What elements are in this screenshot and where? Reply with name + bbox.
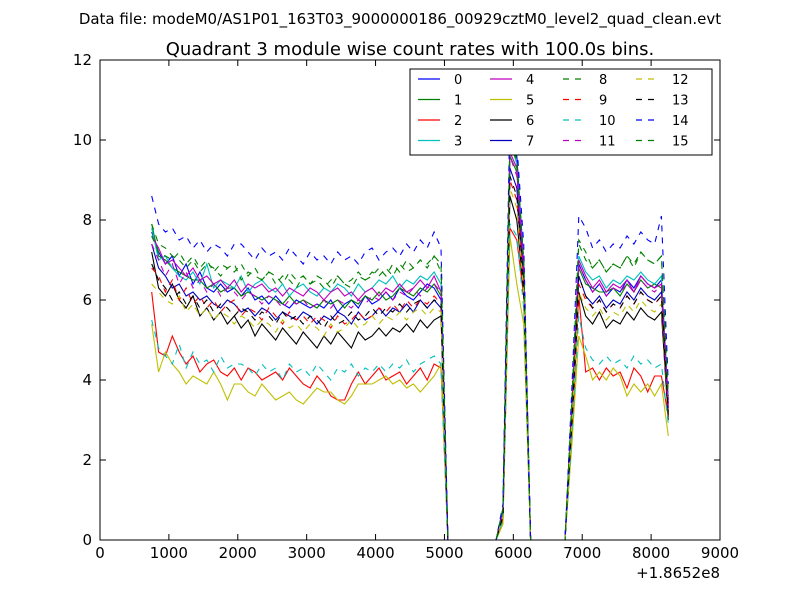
legend-label-12: 12 [672,73,689,88]
legend-label-4: 4 [526,73,534,88]
x-tick-label: 8000 [632,544,670,562]
legend-frame [409,68,713,156]
legend-label-7: 7 [526,135,534,150]
series-line-1 [151,155,669,541]
y-tick-label: 2 [82,451,92,469]
series-line-4 [151,151,669,541]
legend-label-9: 9 [599,94,607,109]
x-tick-label: 1000 [150,544,188,562]
y-tick-label: 8 [82,211,92,229]
series-line-8 [151,131,669,541]
legend-label-14: 14 [672,114,689,129]
legend-label-3: 3 [454,135,462,150]
x-axis: 0 1000 2000 3000 4000 5000 6000 7000 8000 9000 [95,60,739,562]
series-line-9 [151,179,669,541]
y-tick-label: 6 [82,291,92,309]
legend-label-8: 8 [599,73,607,88]
x-tick-label: 2000 [219,544,257,562]
x-tick-label: 5000 [425,544,463,562]
figure-suptitle: Data file: modeM0/AS1P01_163T03_90000001… [79,10,721,29]
series-line-12 [151,187,669,541]
y-tick-label: 0 [82,531,92,549]
x-tick-label: 3000 [288,544,326,562]
x-tick-label: 6000 [494,544,532,562]
x-tick-label: 4000 [356,544,394,562]
series-line-15 [151,135,669,541]
chart-title: Quadrant 3 module wise count rates with … [166,39,655,60]
legend-label-11: 11 [599,135,616,150]
legend-label-13: 13 [672,94,689,109]
legend-label-1: 1 [454,94,462,109]
legend-label-15: 15 [672,135,689,150]
legend-label-5: 5 [526,94,534,109]
legend-label-0: 0 [454,73,462,88]
x-offset-label: +1.8652e8 [636,564,720,582]
y-tick-label: 10 [73,131,92,149]
series-line-6 [151,195,669,541]
y-tick-label: 4 [82,371,92,389]
series-line-14 [151,111,669,541]
x-tick-label: 9000 [701,544,739,562]
legend-label-6: 6 [526,114,534,129]
y-tick-label: 12 [73,51,92,69]
legend-label-2: 2 [454,114,462,129]
series-lines [151,111,669,541]
x-tick-label: 0 [95,544,105,562]
series-line-3 [151,139,669,541]
legend-label-10: 10 [599,114,616,129]
series-line-5 [151,235,669,541]
series-line-11 [151,155,669,541]
x-tick-label: 7000 [563,544,601,562]
series-line-13 [151,175,669,541]
plot-frame [99,59,721,541]
